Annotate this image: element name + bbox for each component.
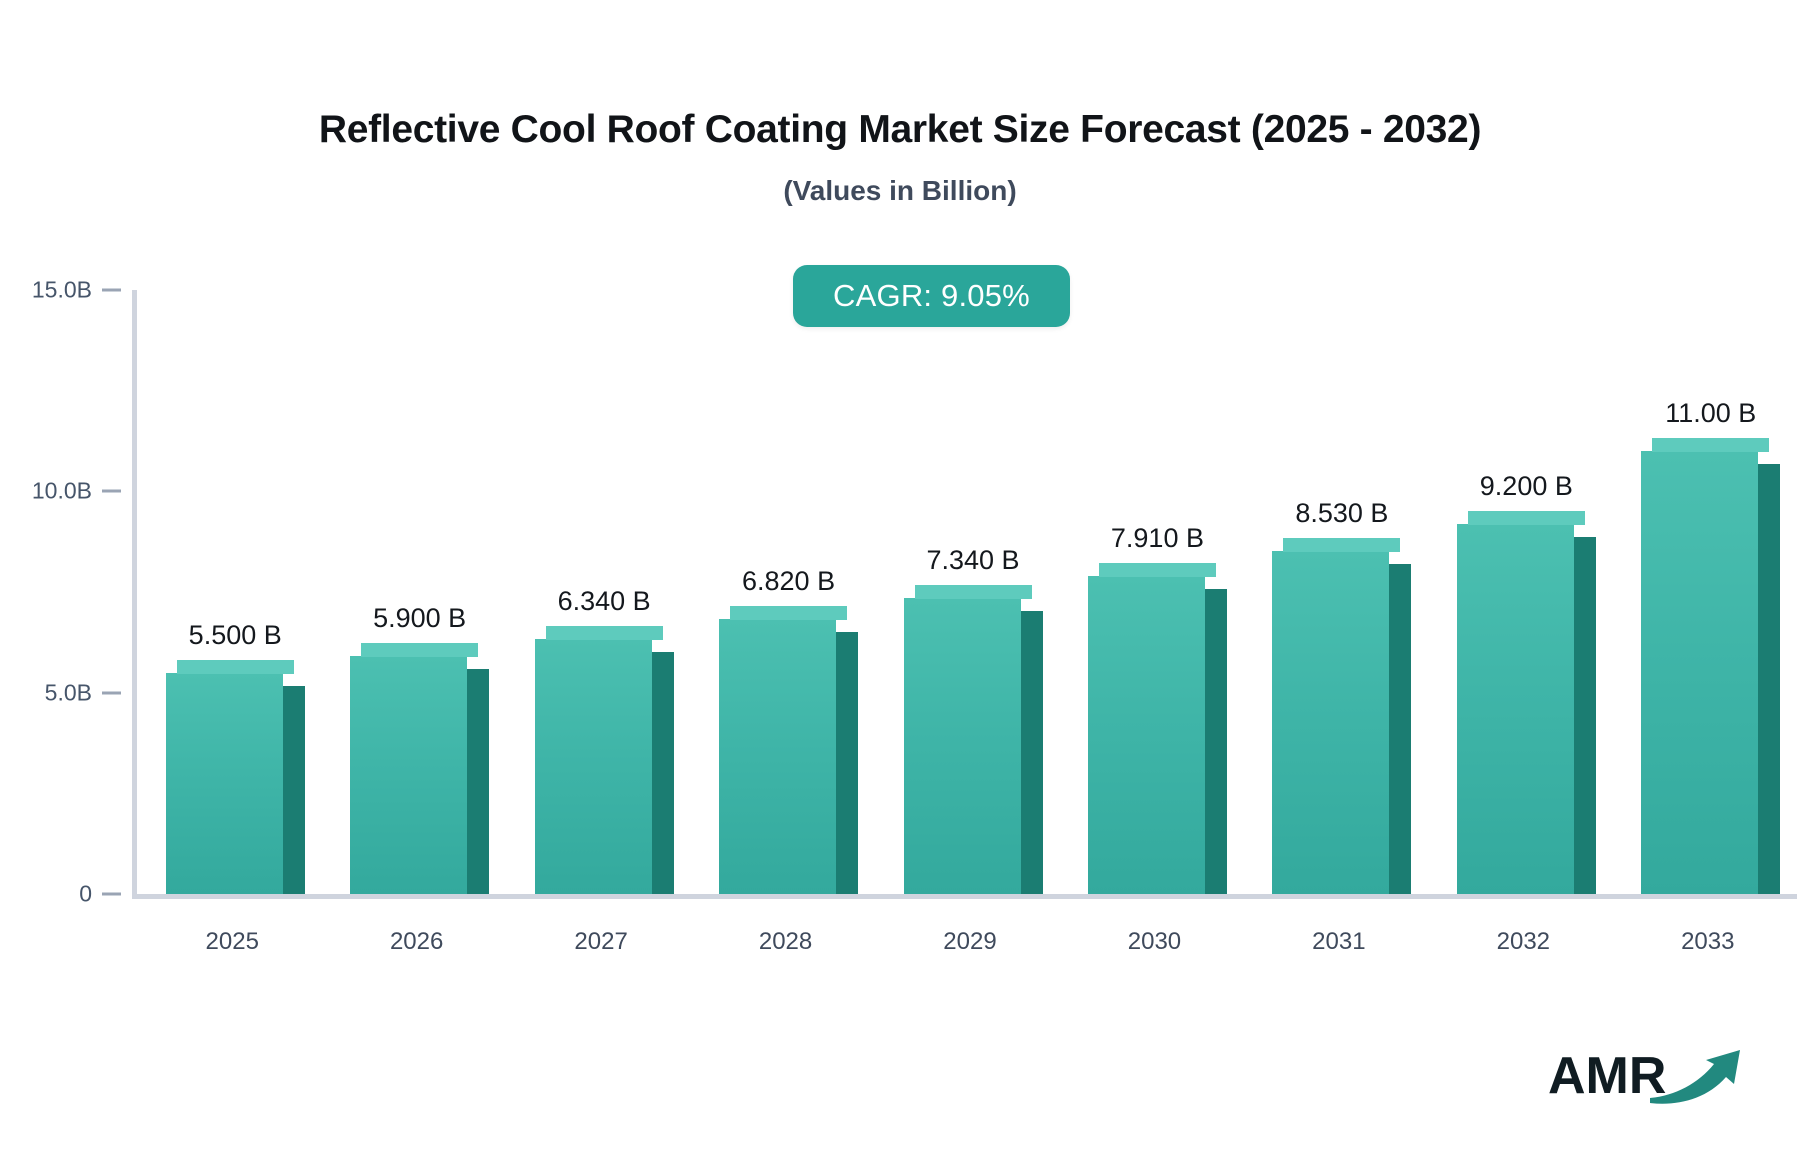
bar-2029 [903,585,1043,894]
bar-top-face [1098,562,1216,577]
bar-value-label: 7.340 B [926,545,1020,576]
x-axis-label-2032: 2032 [1496,928,1551,955]
bar-side-face [282,685,305,894]
y-axis-tick-mark [102,489,121,493]
bar-2032 [1456,510,1596,894]
bar-top-face [730,606,848,621]
bar-front-face [165,672,283,894]
bar-front-face [1087,575,1205,894]
x-axis-label-2030: 2030 [1127,928,1182,955]
bar-top-face [545,625,663,640]
chart-subtitle: (Values in Billion) [783,175,1017,206]
x-axis-label-2026: 2026 [389,928,444,955]
bar-2028 [719,606,859,894]
bar-front-face [1456,523,1574,894]
y-axis-tick-label: 10.0B [31,477,92,504]
x-axis-label-2027: 2027 [574,928,628,955]
plot-area: 0 5.0B 10.0B 15.0B 5.500 B 5.900 B 6.340 B 6.8… [32,277,1800,907]
cagr-badge: CAGR: 9.05% [793,265,1070,327]
bar-value-label: 11.00 B [1665,398,1757,429]
bar-side-face [1020,611,1043,894]
cagr-badge-label: CAGR: 9.05% [833,278,1030,313]
bar-top-face [1652,438,1770,453]
bar-front-face [1641,451,1759,894]
y-axis-line [132,290,137,898]
amr-logo: AMR [1548,1038,1748,1116]
bar-top-face [1283,537,1401,552]
bar-2030 [1087,562,1227,894]
bar-2033 [1641,438,1781,894]
y-axis-tick-label: 5.0B [44,679,92,706]
bar-top-face [914,585,1032,600]
bar-value-label: 9.200 B [1479,470,1573,501]
x-axis-label-2033: 2033 [1681,928,1735,955]
bar-value-label: 5.900 B [373,603,467,634]
y-axis-tick-mark [102,691,121,695]
bar-top-face [176,659,294,674]
x-axis-label-2028: 2028 [758,928,813,955]
y-axis-tick-label: 15.0B [31,276,92,303]
chart-title: Reflective Cool Roof Coating Market Size… [318,108,1482,151]
x-axis-label-2025: 2025 [205,928,259,955]
y-axis-tick-label: 0 [79,880,92,907]
bar-front-face [350,656,468,894]
bar-side-face [651,651,674,894]
bar-value-label: 5.500 B [188,619,282,650]
bar-side-face [467,669,490,894]
bar-front-face [534,638,652,894]
x-axis-label-2031: 2031 [1312,928,1366,955]
bar-2031 [1272,537,1412,894]
bar-value-label: 6.340 B [557,585,651,616]
bar-value-label: 6.820 B [742,566,836,597]
bar-side-face [1573,536,1596,894]
bar-side-face [836,632,859,894]
bar-side-face [1758,464,1781,894]
bar-top-face [361,643,479,658]
bar-side-face [1204,588,1227,894]
bar-front-face [719,619,837,894]
y-axis-tick-mark [102,288,121,292]
y-axis-tick-mark [102,892,121,896]
bar-2025 [165,659,305,894]
bar-value-label: 8.530 B [1295,497,1389,528]
x-axis-label-2029: 2029 [943,928,997,955]
bar-front-face [903,598,1021,894]
x-axis-line [132,894,1797,899]
growth-arrow-icon [1650,1050,1740,1104]
bar-value-label: 7.910 B [1110,522,1204,553]
bar-side-face [1389,563,1412,894]
bar-2026 [350,643,490,894]
bar-front-face [1272,550,1390,894]
bar-2027 [534,625,674,894]
logo-text: AMR [1548,1047,1667,1105]
bar-top-face [1467,510,1585,525]
